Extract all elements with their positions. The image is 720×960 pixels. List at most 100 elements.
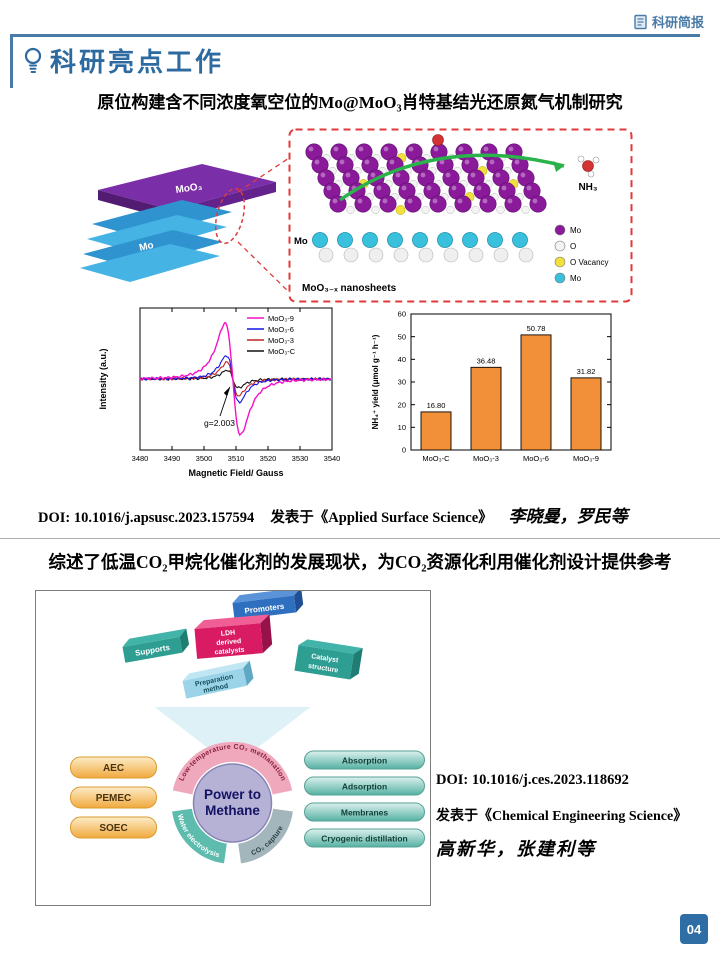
- legend-dot: [554, 272, 566, 284]
- svg-text:Catalyst: Catalyst: [311, 653, 340, 664]
- section2-title: 综述了低温CO₂甲烷化催化剂的发展现状，为CO₂资源化利用催化剂设计提供参考: [48, 552, 672, 572]
- o-atom: [346, 205, 355, 215]
- box-preparation-method: Preparation method: [182, 660, 254, 699]
- y-tick-label: 40: [398, 355, 406, 364]
- o-atom: [496, 205, 505, 215]
- x-tick-label: 3530: [292, 454, 309, 463]
- citation-2: DOI: 10.1016/j.ces.2023.118692 发表于《Chemi…: [436, 772, 716, 861]
- item-adsorption: Adsorption: [342, 782, 387, 792]
- legend-entry: MoO₃-6: [268, 325, 294, 334]
- doi-2: DOI: 10.1016/j.ces.2023.118692: [436, 772, 629, 788]
- o-bottom-atom: [393, 247, 409, 263]
- mo-atom: [354, 195, 372, 213]
- reaction-arrow: [338, 153, 565, 202]
- y-tick-label: 50: [398, 332, 406, 341]
- top-horizontal-rule: [10, 34, 700, 37]
- zoom-ellipse: [214, 187, 246, 245]
- bar: [570, 377, 602, 451]
- citation-1: DOI: 10.1016/j.apsusc.2023.157594 发表于《Ap…: [38, 502, 716, 527]
- epr-chart: 3480 3490 3500 3510 3520 3530 3540 Magnetic Fie…: [98, 307, 341, 478]
- mo-metal-atom: [412, 232, 428, 248]
- item-aec: AEC: [103, 763, 124, 774]
- page-number-badge: 04: [680, 914, 708, 944]
- bar-category-label: MoO₃-3: [473, 454, 499, 463]
- bar: [470, 366, 502, 451]
- bar-value-label: 36.48: [477, 356, 496, 365]
- journal-2: 发表于《Chemical Engineering Science》: [436, 809, 688, 824]
- o-bottom-atom: [518, 247, 534, 263]
- moo3-layer-label: MoO₃: [175, 181, 203, 196]
- svg-text:catalysts: catalysts: [214, 647, 245, 657]
- mo-metal-atom: [387, 232, 403, 248]
- adsorbed-species: [432, 134, 444, 146]
- o-atom: [421, 205, 430, 215]
- section1-title: 原位构建含不同浓度氧空位的Mo@MoO₃肖特基结光还原氮气机制研究: [97, 93, 623, 112]
- mo-atom: [529, 195, 547, 213]
- y-tick-label: 30: [398, 378, 406, 387]
- y-tick-label: 10: [398, 423, 406, 432]
- o-atom: [521, 205, 530, 215]
- mo-metal-atom: [312, 232, 328, 248]
- mo-atom: [379, 195, 397, 213]
- mo-layer-label: Mo: [138, 240, 155, 254]
- electrolyzer-items: AEC PEMEC SOEC: [70, 756, 157, 839]
- o-bottom-atom: [318, 247, 334, 263]
- y-tick-label: 0: [402, 446, 406, 455]
- yield-bar-chart: 0 10 20 30 40 50 60 16.80 MoO₃-C 36.48 MoO₃-3 50.78…: [371, 310, 612, 463]
- x-axis-label: Magnetic Field/ Gauss: [188, 468, 283, 478]
- mo-atom: [479, 195, 497, 213]
- o-bottom-atom: [493, 247, 509, 263]
- mo-metal-atom: [487, 232, 503, 248]
- y-tick-label: 20: [398, 400, 406, 409]
- mo-atom: [454, 195, 472, 213]
- page-title: 科研亮点工作: [50, 48, 225, 77]
- x-tick-label: 3480: [132, 454, 149, 463]
- doi-1: DOI: 10.1016/j.apsusc.2023.157594: [38, 510, 255, 526]
- nanosheet-label: MoO₃₋ₓ nanosheets: [302, 283, 397, 294]
- bar-value-label: 50.78: [527, 324, 546, 333]
- legend-entry: MoO₃-C: [268, 347, 296, 356]
- bar-value-label: 31.82: [577, 367, 596, 376]
- y-axis-label: NH₄⁺ yield (μmol g⁻¹ h⁻¹): [371, 334, 380, 429]
- center-title-line1: Power to: [204, 787, 261, 802]
- masthead-brand: 科研简报: [633, 12, 704, 31]
- legend-entry: MoO₃-9: [268, 314, 294, 323]
- item-pemec: PEMEC: [96, 793, 132, 804]
- x-tick-label: 3500: [196, 454, 213, 463]
- box-ldh-catalysts: LDH derived catalysts: [194, 614, 273, 659]
- x-tick-label: 3510: [228, 454, 245, 463]
- layered-structure-figure: MoO₃ Mo: [80, 153, 295, 299]
- item-membranes: Membranes: [341, 808, 389, 818]
- bar-value-label: 16.80: [427, 401, 446, 410]
- o-atom: [446, 205, 455, 215]
- o-atom: [371, 205, 380, 215]
- item-cryogenic: Cryogenic distillation: [321, 834, 407, 844]
- ring-top: [172, 741, 293, 795]
- x-tick-label: 3540: [324, 454, 341, 463]
- item-absorption: Absorption: [342, 756, 387, 766]
- svg-text:structure: structure: [308, 663, 339, 675]
- capture-items: Absorption Adsorption Membranes Cryogeni…: [304, 750, 425, 848]
- legend-dot: [554, 240, 566, 252]
- bar: [420, 411, 452, 451]
- authors-1: 李晓曼，罗民等: [508, 507, 628, 527]
- mo-atom: [504, 195, 522, 213]
- mo-metal-atom: [462, 232, 478, 248]
- mo-side-label: Mo: [294, 236, 308, 247]
- lightbulb-icon: [24, 47, 42, 73]
- authors-2: 高新华，张建利等: [436, 839, 596, 860]
- o-bottom-atom: [368, 247, 384, 263]
- svg-text:LDH: LDH: [221, 629, 236, 637]
- graphical-abstract-frame: Supports Promoters LDH derived catalysts…: [35, 587, 431, 906]
- svg-text:derived: derived: [216, 638, 241, 647]
- top-vertical-rule: [10, 34, 13, 88]
- legend-dot: [554, 256, 566, 268]
- legend-label: O Vacancy: [570, 258, 609, 267]
- mo-metal-atom: [337, 232, 353, 248]
- o-atom: [471, 205, 480, 215]
- o-vacancy: [395, 205, 406, 215]
- y-tick-label: 60: [398, 310, 406, 319]
- x-tick-label: 3520: [260, 454, 277, 463]
- masthead-brand-label: 科研简报: [651, 15, 704, 30]
